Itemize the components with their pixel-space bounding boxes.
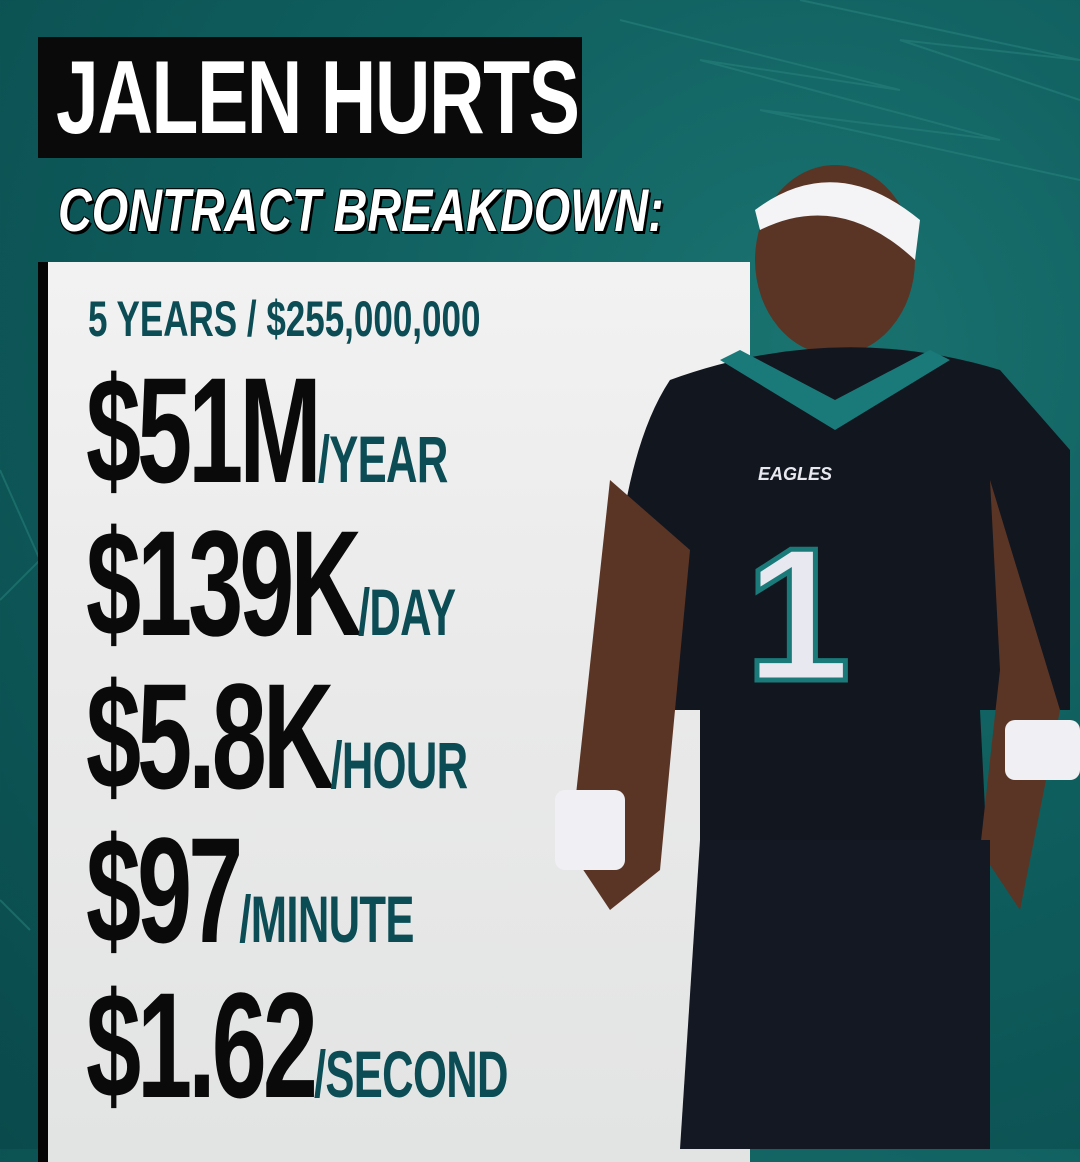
rate-unit: /YEAR xyxy=(317,422,448,496)
player-photo: 1 EAGLES xyxy=(555,165,1080,1149)
rate-amount: $139K xyxy=(86,499,362,667)
rate-unit: /MINUTE xyxy=(239,882,414,956)
rate-amount: $5.8K xyxy=(86,652,334,820)
rate-row-minute: $97/MINUTE xyxy=(86,815,414,965)
jersey-number: 1 xyxy=(745,509,851,721)
rate-row-day: $139K/DAY xyxy=(86,508,456,658)
rate-unit: /SECOND xyxy=(313,1037,509,1111)
subtitle: CONTRACT BREAKDOWN: xyxy=(58,177,664,244)
rate-row-year: $51M/YEAR xyxy=(86,355,448,505)
panel-accent-bar xyxy=(38,262,48,1162)
rate-amount: $1.62 xyxy=(86,961,318,1129)
player-name: JALEN HURTS xyxy=(56,40,580,156)
jersey-text: EAGLES xyxy=(758,464,832,484)
title-box xyxy=(38,37,582,158)
rate-amount: $97 xyxy=(86,806,243,974)
rate-unit: /DAY xyxy=(357,575,456,649)
deal-summary: 5 YEARS / $255,000,000 xyxy=(88,291,481,347)
rate-unit: /HOUR xyxy=(330,728,468,802)
rate-row-second: $1.62/SECOND xyxy=(86,970,508,1120)
rate-amount: $51M xyxy=(86,346,322,514)
rate-row-hour: $5.8K/HOUR xyxy=(86,661,468,811)
